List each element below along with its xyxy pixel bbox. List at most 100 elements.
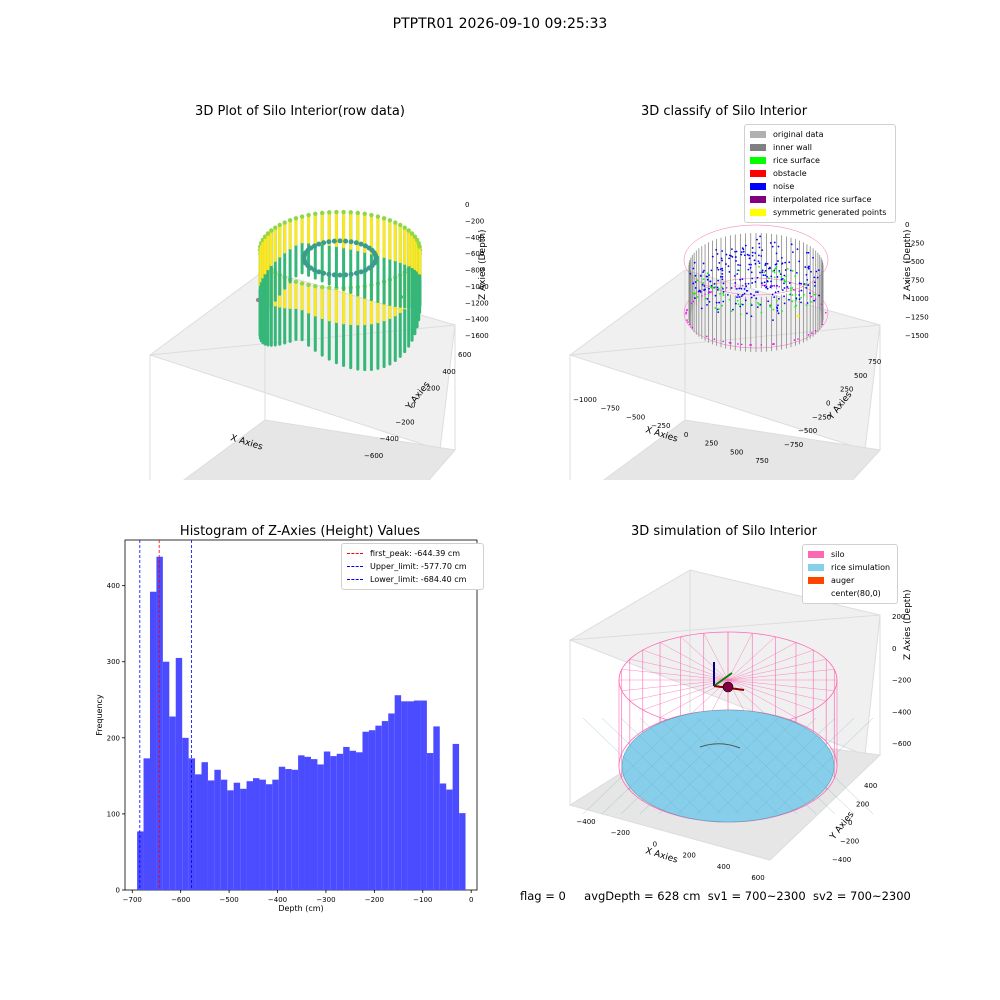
hist-bar: [285, 769, 291, 890]
noise-point: [734, 251, 736, 253]
interpolated-point: [762, 284, 764, 286]
legend-line: [347, 579, 363, 580]
legend-item: center(80,0): [808, 587, 892, 600]
rice-surface-point: [722, 293, 724, 295]
noise-point: [708, 274, 710, 276]
noise-point: [773, 296, 775, 298]
noise-point: [747, 269, 749, 271]
legend-line: [347, 566, 363, 567]
interpolated-point: [722, 341, 724, 343]
noise-point: [759, 272, 761, 274]
noise-point: [783, 295, 785, 297]
legend-item: auger: [808, 574, 892, 587]
legend-swatch: [750, 209, 766, 216]
noise-point: [695, 281, 697, 283]
noise-point: [781, 257, 783, 259]
interpolated-point: [741, 344, 743, 346]
noise-point: [757, 277, 759, 279]
noise-point: [732, 309, 734, 311]
interpolated-point: [773, 343, 775, 345]
interpolated-point: [794, 289, 796, 291]
hist-bar: [292, 770, 298, 890]
noise-point: [772, 246, 774, 248]
hist-bar: [272, 780, 278, 890]
noise-point: [749, 257, 751, 259]
noise-point: [712, 256, 714, 258]
point: [306, 283, 310, 287]
noise-point: [770, 275, 772, 277]
point: [300, 214, 304, 218]
hist-bar: [221, 780, 227, 890]
noise-point: [716, 302, 718, 304]
point: [343, 239, 348, 244]
noise-point: [748, 283, 750, 285]
hist-ylabel: Frequency: [95, 694, 104, 736]
noise-point: [742, 248, 744, 250]
x-tick-label: 0: [469, 896, 473, 904]
y-tick-label: 400: [442, 368, 455, 376]
noise-point: [702, 284, 704, 286]
noise-point: [778, 246, 780, 248]
noise-point: [809, 292, 811, 294]
hist-bar: [259, 780, 265, 890]
rice-surface-point: [729, 299, 731, 301]
noise-point: [777, 276, 779, 278]
interpolated-point: [704, 294, 706, 296]
noise-point: [741, 295, 743, 297]
panel2-legend: original data inner wall rice surface obsta…: [744, 124, 896, 223]
noise-point: [717, 311, 719, 313]
rice-surface-point: [795, 294, 797, 296]
rice-surface-point: [796, 299, 798, 301]
noise-point: [738, 296, 740, 298]
noise-point: [810, 271, 812, 273]
z-tick-label: −200: [465, 217, 484, 225]
interpolated-point: [693, 301, 695, 303]
point: [398, 223, 402, 227]
y-tick-label: −200: [395, 418, 414, 426]
noise-point: [695, 287, 697, 289]
hist-x-ticks: −700 −600 −500 −400 −300 −200 −100 0: [123, 890, 474, 904]
legend-swatch: [750, 144, 766, 151]
point: [354, 271, 359, 276]
legend-item: obstacle: [750, 167, 890, 180]
interpolated-point: [770, 285, 772, 287]
noise-point: [708, 288, 710, 290]
hist-bar: [253, 778, 259, 890]
noise-point: [715, 249, 717, 251]
point: [312, 243, 317, 248]
z-tick-label: −1250: [905, 314, 929, 322]
noise-point: [722, 270, 724, 272]
interpolated-point: [761, 344, 763, 346]
noise-point: [706, 276, 708, 278]
point: [349, 272, 354, 277]
noise-point: [770, 286, 772, 288]
noise-point: [723, 291, 725, 293]
hist-bar: [369, 730, 375, 890]
point: [343, 272, 348, 277]
rice-surface-point: [781, 310, 783, 312]
noise-point: [734, 275, 736, 277]
noise-point: [706, 304, 708, 306]
legend-label: obstacle: [773, 167, 807, 180]
y-tick-label: −400: [832, 856, 851, 864]
noise-point: [736, 251, 738, 253]
noise-point: [776, 308, 778, 310]
noise-point: [751, 315, 753, 317]
x-tick-label: −300: [316, 896, 335, 904]
rice-surface-point: [794, 275, 796, 277]
rice-surface-point: [784, 279, 786, 281]
point: [320, 211, 324, 215]
noise-point: [731, 248, 733, 250]
point: [288, 218, 292, 222]
rice-surface-point: [776, 300, 778, 302]
hist-bar: [240, 789, 246, 890]
legend-label: Upper_limit: -577.70 cm: [370, 560, 467, 573]
hist-bar: [427, 753, 433, 890]
status-sv1: sv1 = 700~2300: [708, 889, 806, 903]
rice-surface-point: [740, 303, 742, 305]
noise-point: [757, 306, 759, 308]
noise-point: [701, 308, 703, 310]
rice-surface-point: [723, 294, 725, 296]
rice-surface-point: [781, 276, 783, 278]
noise-point: [717, 269, 719, 271]
